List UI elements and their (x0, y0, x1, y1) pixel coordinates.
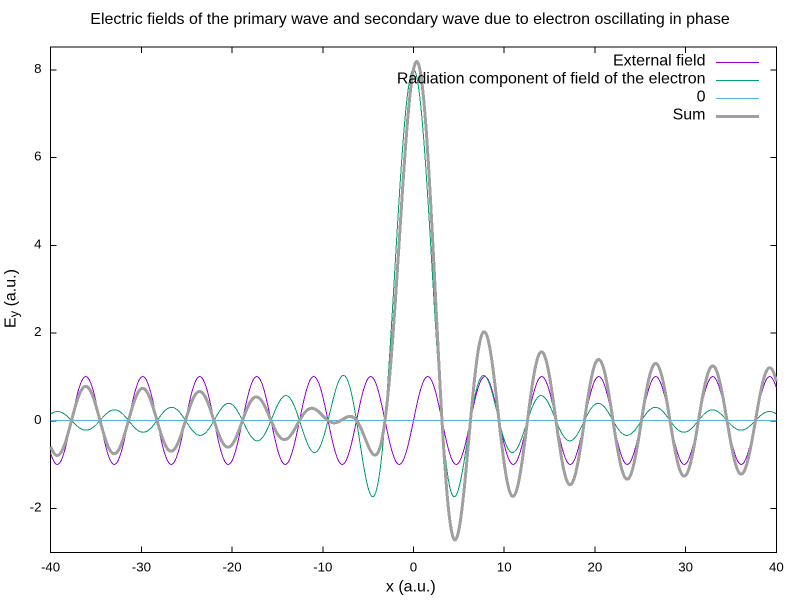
svg-text:6: 6 (34, 149, 41, 164)
svg-text:30: 30 (678, 559, 693, 574)
svg-text:4: 4 (34, 236, 41, 251)
svg-text:10: 10 (497, 559, 512, 574)
svg-text:2: 2 (34, 324, 41, 339)
svg-text:0: 0 (697, 89, 706, 106)
svg-text:Radiation component of field o: Radiation component of field of the elec… (397, 71, 706, 88)
svg-text:-10: -10 (313, 559, 332, 574)
svg-text:0: 0 (410, 559, 417, 574)
svg-text:External field: External field (613, 53, 706, 70)
svg-text:0: 0 (34, 412, 41, 427)
svg-text:40: 40 (769, 559, 784, 574)
svg-text:-2: -2 (30, 500, 42, 515)
svg-text:8: 8 (34, 61, 41, 76)
svg-text:Electric fields of the primary: Electric fields of the primary wave and … (90, 11, 730, 28)
svg-text:Sum: Sum (673, 107, 706, 124)
svg-text:20: 20 (588, 559, 603, 574)
svg-text:-30: -30 (132, 559, 151, 574)
svg-text:x (a.u.): x (a.u.) (386, 579, 436, 596)
svg-text:Ey (a.u.): Ey (a.u.) (3, 269, 22, 328)
svg-text:-20: -20 (222, 559, 241, 574)
svg-text:-40: -40 (41, 559, 60, 574)
